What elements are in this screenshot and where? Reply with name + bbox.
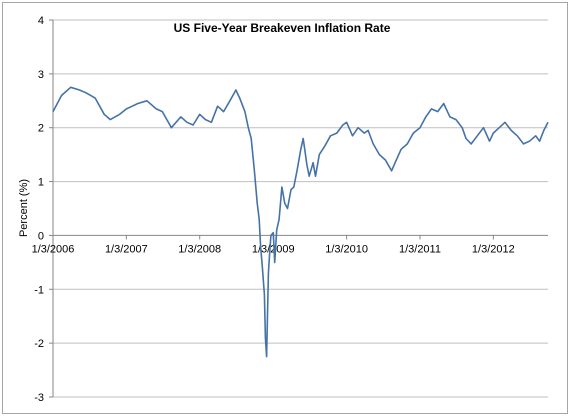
chart-title: US Five-Year Breakeven Inflation Rate <box>174 21 391 35</box>
y-tick-label: 0 <box>38 230 44 242</box>
chart-frame <box>2 2 568 414</box>
x-tick-label: 1/3/2011 <box>399 243 441 255</box>
y-tick-label: 1 <box>38 177 44 189</box>
series-line <box>52 86 549 358</box>
x-tick-label: 1/3/2008 <box>178 243 221 255</box>
x-axis: 1/3/2006 1/3/2007 1/3/2008 1/3/2009 1/3/2010… <box>32 234 548 255</box>
x-tick-label: 1/3/2007 <box>105 243 148 255</box>
y-tick-label: 2 <box>38 123 44 135</box>
x-tick-label: 1/3/2006 <box>32 243 75 255</box>
x-tick-label: 1/3/2012 <box>472 243 515 255</box>
gridlines <box>53 19 548 398</box>
y-tick-label: 3 <box>38 69 44 81</box>
y-tick-label: -1 <box>34 284 44 296</box>
y-axis: -3 -2 -1 0 1 2 3 4 <box>34 15 54 404</box>
y-tick-label: -3 <box>34 392 44 404</box>
x-tick-label: 1/3/2009 <box>252 243 295 255</box>
x-tick-label: 1/3/2010 <box>325 243 368 255</box>
y-axis-label: Percent (%) <box>18 179 30 237</box>
y-tick-label: -2 <box>34 338 44 350</box>
y-tick-label: 4 <box>38 15 44 27</box>
